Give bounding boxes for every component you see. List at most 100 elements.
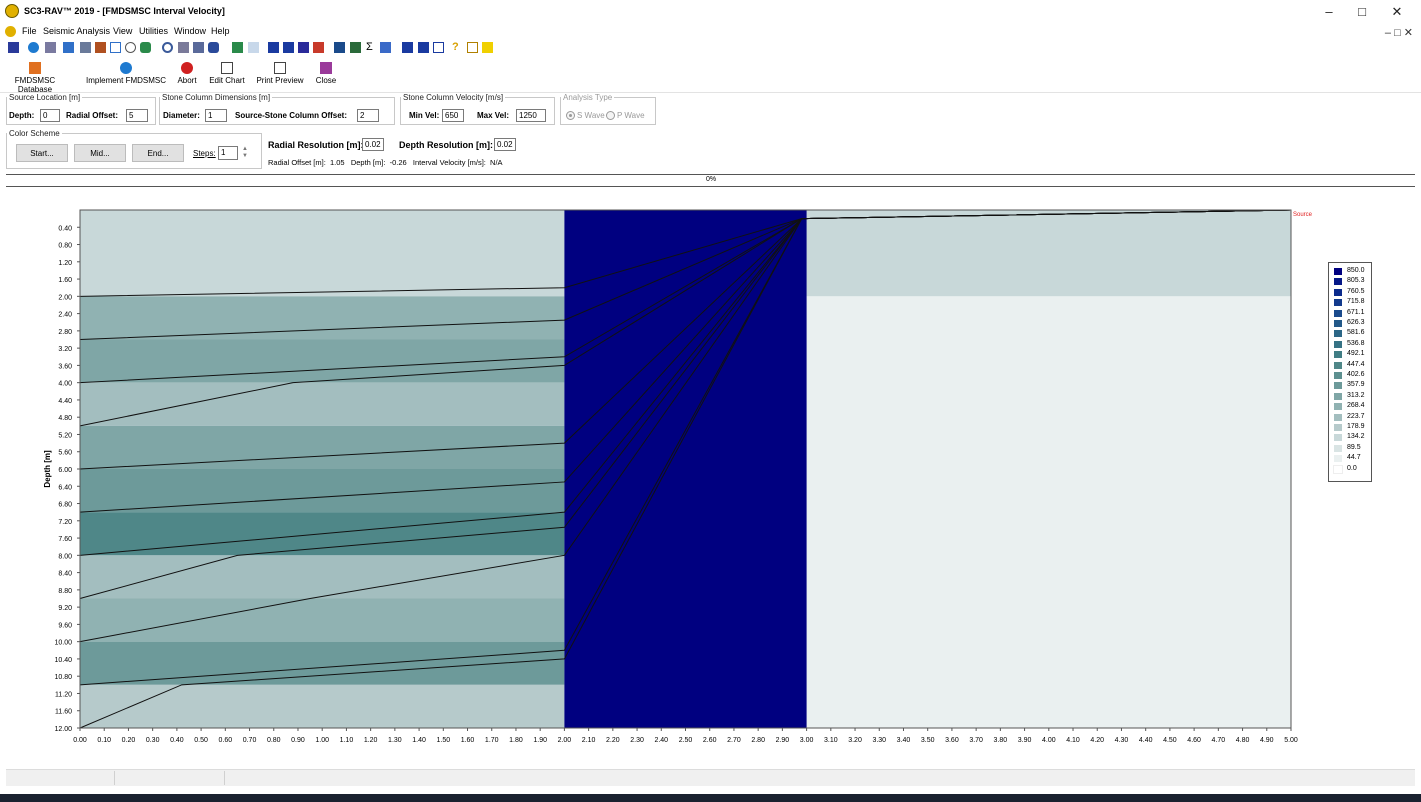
end-color-button[interactable]: End... bbox=[132, 144, 184, 162]
menu-view[interactable]: View bbox=[113, 26, 133, 36]
legend-value: 313.2 bbox=[1347, 391, 1365, 399]
mid-color-button[interactable]: Mid... bbox=[74, 144, 126, 162]
cascade-icon[interactable] bbox=[433, 42, 444, 53]
document-icon[interactable] bbox=[5, 26, 16, 37]
graph-icon[interactable] bbox=[110, 42, 121, 53]
x-tick-label-18: 1.80 bbox=[509, 737, 523, 744]
maximize-button[interactable]: □ bbox=[1358, 4, 1366, 19]
network-icon[interactable] bbox=[45, 42, 56, 53]
diameter-input[interactable]: 1 bbox=[205, 109, 227, 122]
legend-value: 357.9 bbox=[1347, 381, 1365, 389]
menu-window[interactable]: Window bbox=[174, 26, 207, 36]
menu-file[interactable]: File bbox=[22, 26, 37, 36]
exit-door-icon bbox=[320, 62, 332, 74]
x-tick-label-46: 4.60 bbox=[1187, 737, 1201, 744]
search-icon[interactable] bbox=[162, 42, 173, 53]
stone-column-dimensions-group: Stone Column Dimensions [m] bbox=[159, 93, 395, 125]
y-tick-label-9: 4.00 bbox=[58, 381, 72, 388]
min-vel-input[interactable]: 650 bbox=[442, 109, 464, 122]
legend-swatch bbox=[1334, 372, 1342, 379]
globe-icon[interactable] bbox=[140, 42, 151, 53]
x-tick-label-32: 3.20 bbox=[848, 737, 862, 744]
radial-offset-input[interactable]: 5 bbox=[126, 109, 148, 122]
start-color-button[interactable]: Start... bbox=[16, 144, 68, 162]
tile-icon[interactable] bbox=[418, 42, 429, 53]
y-tick-label-8: 3.60 bbox=[58, 363, 72, 370]
abort-button[interactable]: Abort bbox=[176, 62, 198, 85]
y-tick-label-1: 0.80 bbox=[58, 243, 72, 250]
x-tick-label-13: 1.30 bbox=[388, 737, 402, 744]
book-blue-2-icon[interactable] bbox=[283, 42, 294, 53]
database-icon[interactable] bbox=[28, 42, 39, 53]
close-window-button[interactable]: ✕ bbox=[1391, 4, 1403, 19]
print-preview-button[interactable]: Print Preview bbox=[255, 62, 305, 85]
panel-icon[interactable] bbox=[248, 42, 259, 53]
radial-resolution-input[interactable]: 0.02 bbox=[362, 138, 384, 151]
arrows-icon[interactable] bbox=[95, 42, 106, 53]
ray-path-10 bbox=[79, 209, 1292, 729]
x-tick-label-21: 2.10 bbox=[582, 737, 596, 744]
menu-utilities[interactable]: Utilities bbox=[139, 26, 169, 36]
legend-value: 581.6 bbox=[1347, 329, 1365, 337]
layers-icon[interactable] bbox=[63, 42, 74, 53]
x-tick-label-22: 2.20 bbox=[606, 737, 620, 744]
copy-icon[interactable] bbox=[80, 42, 91, 53]
edit-chart-button[interactable]: Edit Chart bbox=[207, 62, 247, 85]
icon-toolbar: Σ ? bbox=[0, 40, 1421, 58]
y-tick-label-18: 7.60 bbox=[58, 536, 72, 543]
notes-icon[interactable] bbox=[482, 42, 493, 53]
puzzle-icon[interactable] bbox=[232, 42, 243, 53]
steps-spinner[interactable]: ▲ ▼ bbox=[242, 146, 248, 159]
menu-seismic-analysis[interactable]: Seismic Analysis bbox=[43, 26, 111, 36]
bookmark-icon[interactable] bbox=[380, 42, 391, 53]
legend-swatch bbox=[1334, 361, 1342, 369]
y-axis-label: Depth [m] bbox=[43, 450, 52, 488]
legend-swatch bbox=[1334, 288, 1342, 296]
x-tick-label-27: 2.70 bbox=[727, 737, 741, 744]
x-tick-label-40: 4.00 bbox=[1042, 737, 1056, 744]
x-tick-label-2: 0.20 bbox=[122, 737, 136, 744]
depth-resolution-input[interactable]: 0.02 bbox=[494, 138, 516, 151]
menu-help[interactable]: Help bbox=[211, 26, 230, 36]
tools-icon[interactable] bbox=[334, 42, 345, 53]
legend-value: 492.1 bbox=[1347, 350, 1365, 358]
x-tick-label-10: 1.00 bbox=[315, 737, 329, 744]
windows-icon[interactable] bbox=[402, 42, 413, 53]
legend-swatch bbox=[1334, 340, 1342, 348]
s-wave-radio[interactable] bbox=[566, 111, 575, 120]
table-icon[interactable] bbox=[193, 42, 204, 53]
chart-grid-icon[interactable] bbox=[178, 42, 189, 53]
p-wave-radio[interactable] bbox=[606, 111, 615, 120]
connect-icon[interactable] bbox=[8, 42, 19, 53]
help-icon[interactable]: ? bbox=[452, 41, 459, 53]
implement-fmdsmsc-button[interactable]: Implement FMDSMSC bbox=[86, 62, 166, 85]
legend-value: 805.3 bbox=[1347, 277, 1365, 285]
book-blue-icon[interactable] bbox=[268, 42, 279, 53]
cut-icon[interactable] bbox=[350, 42, 361, 53]
y-tick-label-2: 1.20 bbox=[58, 260, 72, 267]
y-tick-label-26: 10.80 bbox=[54, 674, 72, 681]
source-column-offset-input[interactable]: 2 bbox=[357, 109, 379, 122]
source-depth-input[interactable]: 0 bbox=[40, 109, 60, 122]
legend-value: 44.7 bbox=[1347, 454, 1361, 462]
minimize-button[interactable]: – bbox=[1325, 4, 1333, 19]
printer-icon bbox=[274, 62, 286, 74]
app-logo-icon bbox=[5, 4, 19, 18]
legend-value: 536.8 bbox=[1347, 339, 1365, 347]
shield-icon[interactable] bbox=[208, 42, 219, 53]
book-navy-icon[interactable] bbox=[298, 42, 309, 53]
x-tick-label-49: 4.90 bbox=[1260, 737, 1274, 744]
close-button[interactable]: Close bbox=[313, 62, 339, 85]
steps-input[interactable]: 1 bbox=[218, 146, 238, 160]
refresh-icon[interactable] bbox=[125, 42, 136, 53]
new-file-icon[interactable] bbox=[467, 42, 478, 53]
mdi-window-controls[interactable]: – □ ✕ bbox=[1384, 27, 1413, 39]
y-tick-label-4: 2.00 bbox=[58, 294, 72, 301]
max-vel-input[interactable]: 1250 bbox=[516, 109, 546, 122]
analysis-type-group: Analysis Type bbox=[560, 93, 656, 125]
x-tick-label-14: 1.40 bbox=[412, 737, 426, 744]
fmdsmsc-database-button[interactable]: FMDSMSC Database bbox=[4, 62, 66, 94]
sigma-icon[interactable]: Σ bbox=[366, 41, 373, 53]
x-tick-label-48: 4.80 bbox=[1236, 737, 1250, 744]
book-red-icon[interactable] bbox=[313, 42, 324, 53]
